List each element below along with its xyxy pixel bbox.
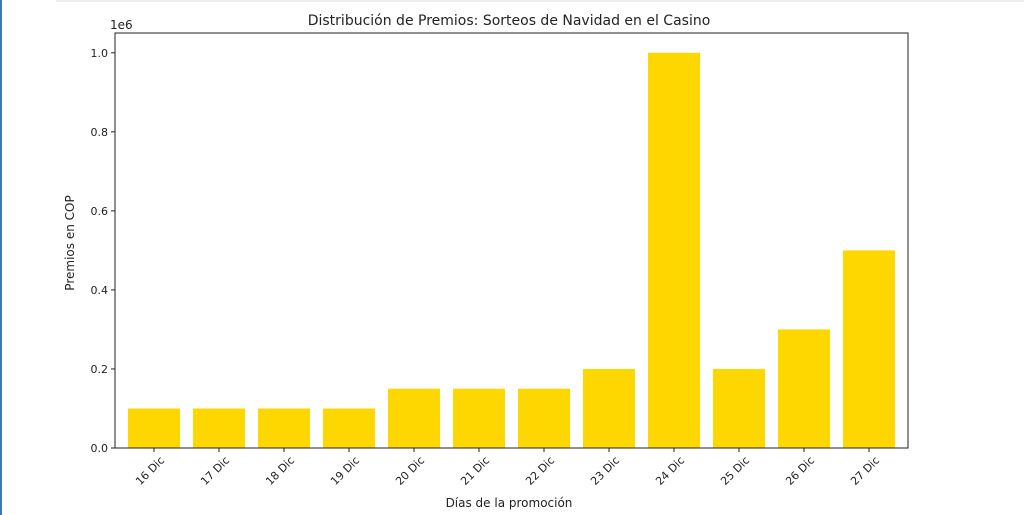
bar-18-dic [258,408,310,448]
x-tick-label: 18 Dic [263,454,297,488]
chart-title: Distribución de Premios: Sorteos de Navi… [308,13,711,29]
x-tick-label: 26 Dic [783,454,817,488]
y-tick-label: 0.4 [91,284,109,297]
x-tick-label: 22 Dic [523,454,557,488]
x-tick-label: 16 Dic [133,454,167,488]
y-axis-offset-label: 1e6 [110,18,133,32]
y-tick-label: 0.0 [91,442,109,455]
y-tick-label: 0.2 [91,363,109,376]
x-tick-label: 17 Dic [198,454,232,488]
left-edge-line [0,0,2,515]
bar-24-dic [648,52,700,449]
bars-group [128,52,895,449]
y-tick-label: 1.0 [91,47,109,60]
bar-26-dic [778,329,830,448]
y-tick-label: 0.8 [91,126,109,139]
bar-17-dic [193,408,245,448]
x-tick-label: 20 Dic [393,454,427,488]
bar-22-dic [518,388,570,448]
x-tick-label: 19 Dic [328,454,362,488]
y-tick-label: 0.6 [91,205,109,218]
x-tick-label: 21 Dic [458,454,492,488]
plot-frame [114,32,909,449]
bar-23-dic [583,368,635,448]
y-axis-label: Premios en COP [63,195,77,290]
x-axis-label: Días de la promoción [446,496,573,510]
x-tick-label: 25 Dic [718,454,752,488]
bar-21-dic [453,388,505,448]
x-axis: 16 Dic 17 Dic 18 Dic 19 Dic 20 Dic 21 Dic 22 D… [133,448,882,488]
top-edge-line [56,0,1024,2]
bar-19-dic [323,408,375,448]
x-tick-label: 23 Dic [588,454,622,488]
bar-16-dic [128,408,180,448]
bar-20-dic [388,388,440,448]
y-axis: 0.0 0.2 0.4 0.6 0.8 1.0 [91,47,115,455]
x-tick-label: 24 Dic [653,454,687,488]
x-tick-label: 27 Dic [848,454,882,488]
bar-25-dic [713,368,765,448]
bar-27-dic [843,250,895,448]
